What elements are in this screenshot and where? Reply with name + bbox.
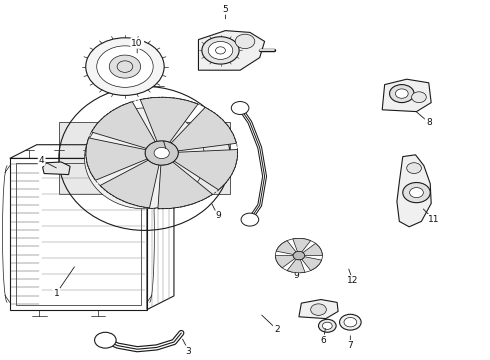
Text: 8: 8 bbox=[426, 118, 432, 127]
Polygon shape bbox=[140, 97, 198, 142]
Polygon shape bbox=[397, 155, 431, 227]
Text: 12: 12 bbox=[347, 276, 359, 285]
Circle shape bbox=[145, 141, 178, 165]
Text: 9: 9 bbox=[294, 271, 299, 280]
Circle shape bbox=[109, 55, 141, 78]
Ellipse shape bbox=[84, 108, 205, 209]
Circle shape bbox=[95, 332, 116, 348]
Polygon shape bbox=[382, 79, 431, 112]
Text: 1: 1 bbox=[53, 289, 59, 298]
Circle shape bbox=[293, 251, 305, 260]
Text: 9: 9 bbox=[215, 211, 221, 220]
Polygon shape bbox=[287, 259, 305, 273]
Text: 3: 3 bbox=[186, 346, 192, 356]
Text: 11: 11 bbox=[428, 215, 440, 224]
Polygon shape bbox=[91, 102, 155, 148]
Polygon shape bbox=[158, 162, 213, 209]
Circle shape bbox=[412, 92, 426, 103]
Circle shape bbox=[241, 213, 259, 226]
Circle shape bbox=[344, 318, 357, 327]
Circle shape bbox=[395, 89, 408, 98]
Polygon shape bbox=[275, 256, 295, 268]
Text: 12: 12 bbox=[156, 130, 168, 139]
Polygon shape bbox=[293, 238, 311, 252]
Text: 4: 4 bbox=[39, 156, 45, 165]
Circle shape bbox=[202, 37, 239, 64]
Circle shape bbox=[208, 41, 233, 59]
Circle shape bbox=[318, 319, 336, 332]
Circle shape bbox=[340, 314, 361, 330]
Circle shape bbox=[403, 183, 430, 203]
Polygon shape bbox=[86, 138, 147, 180]
Circle shape bbox=[410, 188, 423, 198]
Text: 2: 2 bbox=[274, 325, 280, 334]
Text: 5: 5 bbox=[222, 4, 228, 13]
Polygon shape bbox=[299, 300, 338, 319]
Polygon shape bbox=[43, 162, 70, 175]
Circle shape bbox=[235, 34, 255, 49]
Polygon shape bbox=[303, 243, 322, 256]
Polygon shape bbox=[302, 257, 321, 271]
Text: 10: 10 bbox=[131, 39, 143, 48]
Text: 7: 7 bbox=[347, 341, 353, 350]
Circle shape bbox=[407, 163, 421, 174]
Circle shape bbox=[97, 46, 153, 87]
Polygon shape bbox=[198, 31, 265, 70]
FancyBboxPatch shape bbox=[59, 122, 230, 194]
Polygon shape bbox=[174, 149, 238, 190]
Circle shape bbox=[390, 85, 414, 103]
Circle shape bbox=[86, 38, 164, 95]
Circle shape bbox=[231, 102, 249, 114]
Polygon shape bbox=[172, 107, 237, 151]
Circle shape bbox=[322, 322, 332, 329]
Circle shape bbox=[311, 304, 326, 315]
Polygon shape bbox=[276, 240, 296, 255]
Circle shape bbox=[154, 148, 170, 159]
Polygon shape bbox=[100, 160, 159, 208]
Text: 6: 6 bbox=[320, 336, 326, 345]
